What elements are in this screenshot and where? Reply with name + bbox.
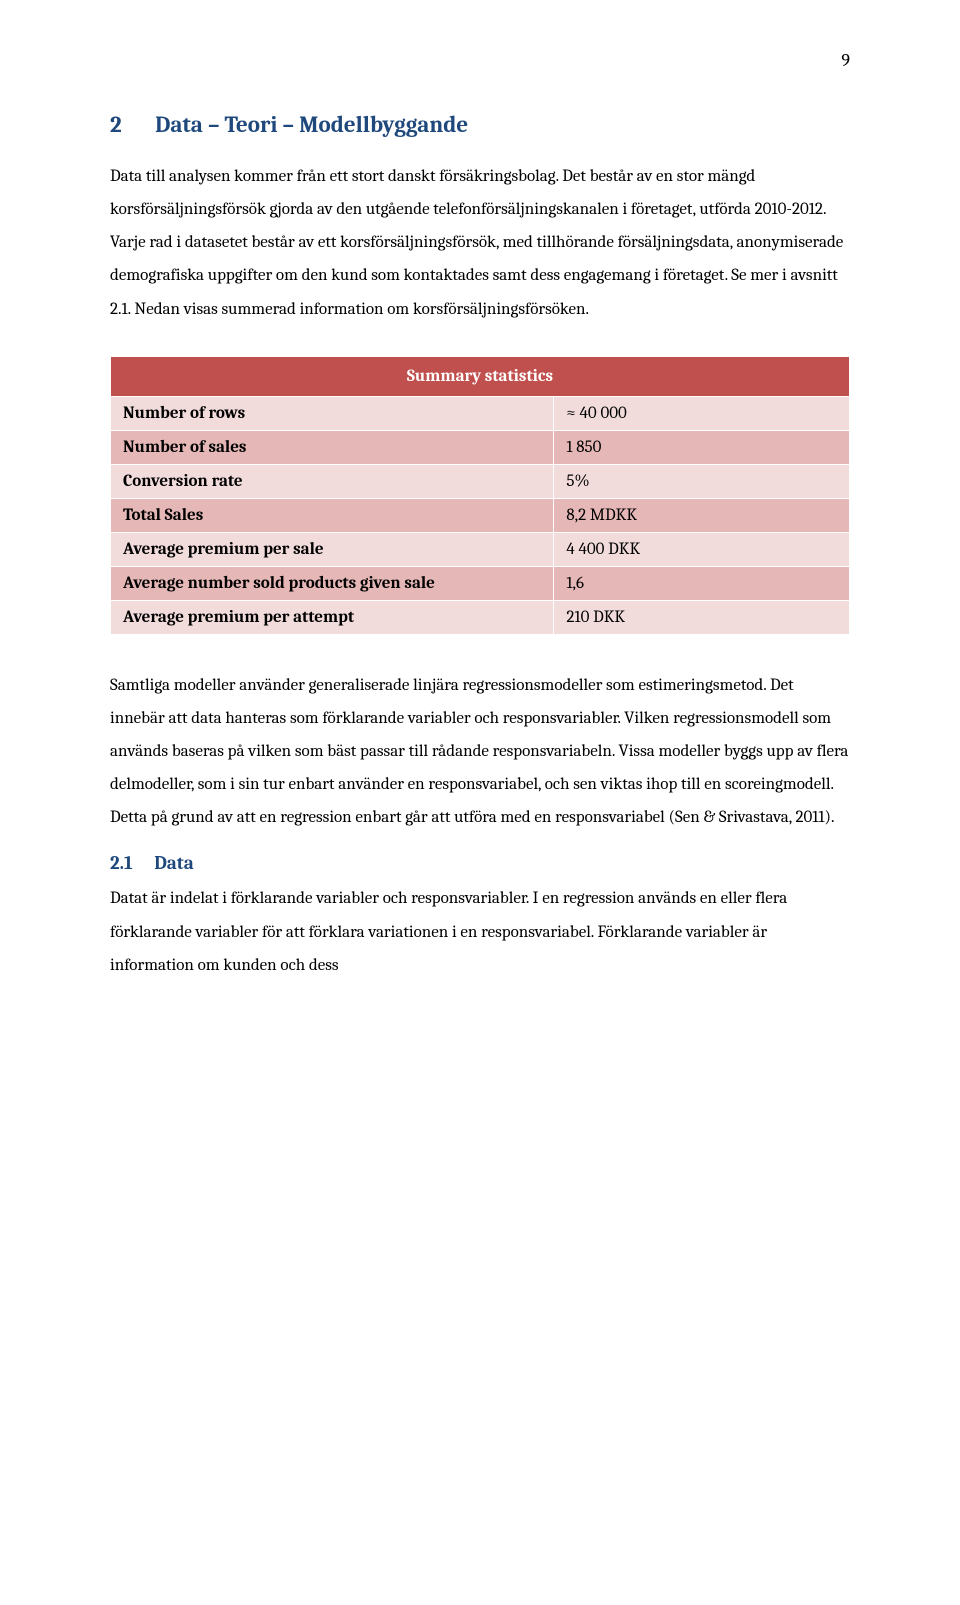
subsection-number: 2.1: [110, 852, 150, 874]
table-cell-value: 5%: [554, 464, 850, 498]
table-cell-value: 210 DKK: [554, 600, 850, 634]
table-cell-label: Total Sales: [111, 498, 554, 532]
table-row: Average premium per attempt 210 DKK: [111, 600, 850, 634]
table-header: Summary statistics: [111, 356, 850, 396]
paragraph-data: Datat är indelat i förklarande variabler…: [110, 882, 850, 981]
table-cell-label: Average premium per attempt: [111, 600, 554, 634]
paragraph-method: Samtliga modeller använder generaliserad…: [110, 669, 850, 835]
table-row: Conversion rate 5%: [111, 464, 850, 498]
table-row: Average number sold products given sale …: [111, 566, 850, 600]
paragraph-1-text: Data till analysen kommer från ett stort…: [110, 160, 850, 326]
table-cell-label: Average premium per sale: [111, 532, 554, 566]
table-cell-label: Number of rows: [111, 396, 554, 430]
subsection-title: Data: [154, 852, 194, 874]
table-cell-label: Number of sales: [111, 430, 554, 464]
table-cell-label: Average number sold products given sale: [111, 566, 554, 600]
section-number: 2: [110, 111, 150, 138]
section-heading: 2 Data – Teori – Modellbyggande: [110, 111, 850, 138]
table-row: Average premium per sale 4 400 DKK: [111, 532, 850, 566]
paragraph-intro: Data till analysen kommer från ett stort…: [110, 160, 850, 326]
summary-statistics-table: Summary statistics Number of rows ≈ 40 0…: [110, 356, 850, 635]
table-row: Number of sales 1 850: [111, 430, 850, 464]
subsection-heading: 2.1 Data: [110, 852, 850, 874]
paragraph-2-text: Samtliga modeller använder generaliserad…: [110, 669, 850, 835]
table-cell-value: 1,6: [554, 566, 850, 600]
table-cell-value: 1 850: [554, 430, 850, 464]
table-row: Number of rows ≈ 40 000: [111, 396, 850, 430]
table-body: Number of rows ≈ 40 000 Number of sales …: [111, 396, 850, 634]
table-cell-label: Conversion rate: [111, 464, 554, 498]
section-title: Data – Teori – Modellbyggande: [155, 111, 468, 138]
table-row: Total Sales 8,2 MDKK: [111, 498, 850, 532]
paragraph-3-text: Datat är indelat i förklarande variabler…: [110, 882, 850, 981]
page-number: 9: [110, 50, 850, 71]
table-cell-value: 4 400 DKK: [554, 532, 850, 566]
table-cell-value: 8,2 MDKK: [554, 498, 850, 532]
table-cell-value: ≈ 40 000: [554, 396, 850, 430]
